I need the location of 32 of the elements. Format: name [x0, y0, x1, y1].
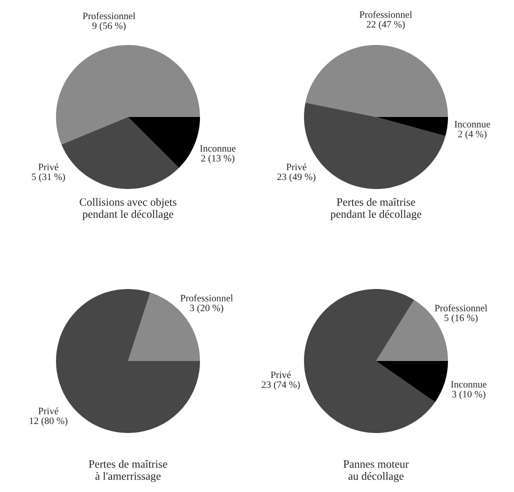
data-label: 5 (16 %)	[444, 314, 478, 324]
slice-label: Privé	[286, 163, 306, 170]
data-label: 23 (49 %)	[277, 173, 316, 182]
data-label: 3 (20 %)	[190, 304, 224, 314]
text: Pannes moteur au décollage	[343, 460, 409, 482]
data-label: 2 (4 %)	[458, 130, 486, 140]
slice-label: Professionnel	[82, 12, 136, 20]
slice-label: Professionnel	[180, 294, 233, 302]
text: Collisions avec objets pendant le décollage	[80, 198, 176, 220]
pie-slice	[128, 117, 200, 168]
pie-slice	[376, 117, 448, 136]
data-label: 12 (80 %)	[30, 417, 68, 426]
slice-label: Inconnue	[451, 381, 486, 388]
slice-label: Inconnue	[200, 145, 236, 152]
slice-label: Inconnue	[454, 121, 490, 128]
pie-slice	[56, 45, 200, 145]
pie-slice	[304, 289, 436, 433]
data-label: 3 (10 %)	[452, 390, 486, 400]
pie-slice	[376, 361, 448, 402]
slice-label: Professionnel	[360, 10, 412, 18]
data-label: 22 (47 %)	[366, 20, 405, 30]
text: Pertes de maîtrise à l'amerrissage	[88, 460, 168, 482]
pie-slice	[305, 45, 448, 117]
data-label: 5 (31 %)	[32, 173, 65, 182]
data-label: 2 (13 %)	[201, 154, 234, 164]
slice-label: Privé	[38, 163, 58, 170]
slice-label: Privé	[38, 407, 58, 414]
text: Pertes de maîtrise pendant le décollage	[330, 198, 422, 220]
data-label: 9 (56 %)	[92, 22, 126, 31]
slice-label: Privé	[270, 371, 291, 378]
data-label: 23 (74 %)	[262, 381, 300, 390]
slice-label: Professionnel	[434, 304, 488, 312]
